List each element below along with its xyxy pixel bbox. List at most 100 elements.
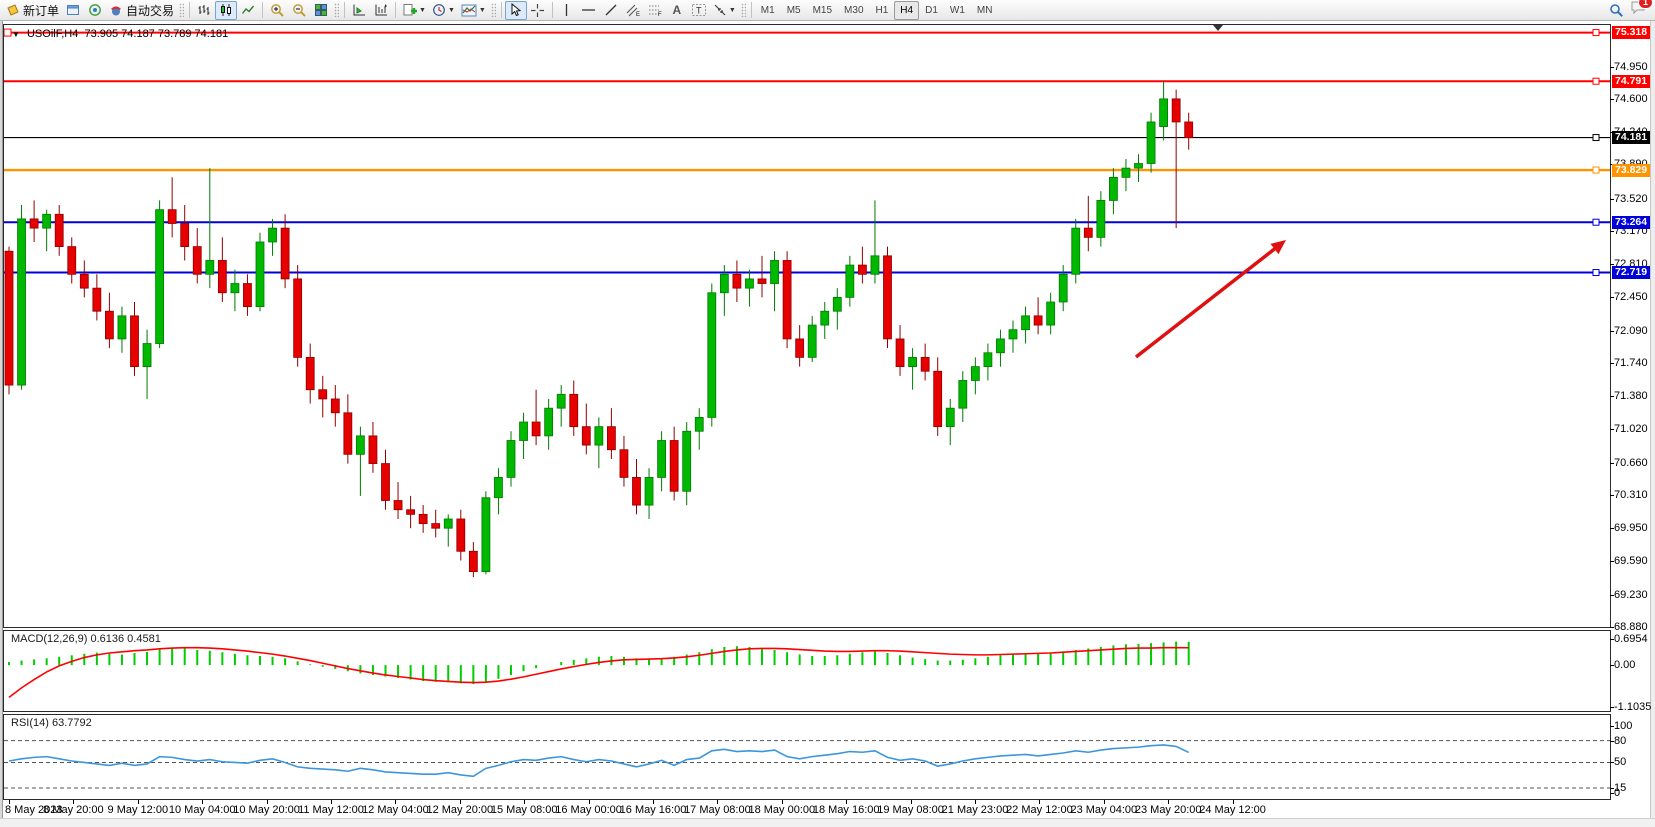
toolbar-gripper[interactable] — [490, 3, 496, 17]
toolbar-gripper[interactable] — [334, 3, 340, 17]
time-axis-tick — [588, 800, 590, 804]
search-icon[interactable] — [1609, 3, 1624, 18]
time-axis-label: 10 May 04:00 — [168, 804, 236, 816]
hline-price-label-73.829: 73.829 — [1612, 163, 1651, 177]
price-chart-canvas[interactable] — [4, 25, 1610, 627]
cursor-icon — [511, 3, 522, 17]
add-indicator-dropdown[interactable]: ▼ — [399, 1, 429, 20]
trendline-tool-button[interactable] — [600, 1, 622, 20]
hline-price-label-72.719: 72.719 — [1612, 266, 1651, 280]
hline-marker[interactable] — [1592, 269, 1600, 277]
new-order-button[interactable]: 新订单 — [3, 1, 62, 20]
timeframe-button-d1[interactable]: D1 — [925, 4, 938, 16]
text-label-tool-button[interactable]: T — [688, 1, 710, 20]
period-dropdown[interactable]: ▼ — [429, 1, 458, 20]
line-chart-icon — [241, 5, 255, 14]
timeframe-button-h4[interactable]: H4 — [894, 0, 920, 20]
indicator-list-icon — [375, 4, 387, 16]
time-axis-label: 16 May 16:00 — [619, 804, 687, 816]
rsi-axis-tick — [1610, 740, 1614, 742]
time-axis[interactable] — [3, 800, 1611, 818]
time-axis-tick — [653, 800, 654, 804]
autotrading-button[interactable]: 自动交易 — [106, 1, 177, 20]
line-chart-button[interactable] — [237, 1, 259, 20]
macd-axis-tick-label: -1.1035 — [1614, 700, 1652, 713]
hline-marker[interactable] — [1592, 29, 1600, 37]
timeframe-bar: M1 M5 M15 M30 H1 H4 D1 W1 MN — [755, 0, 999, 20]
hline-left-marker[interactable] — [4, 28, 12, 37]
chart-window-button[interactable] — [62, 1, 84, 20]
fibonacci-tool-button[interactable]: F — [644, 1, 666, 20]
time-axis-label: 11 May 12:00 — [298, 804, 364, 816]
macd-label: MACD(12,26,9) 0.6136 0.4581 — [11, 633, 161, 645]
timeframe-button-w1[interactable]: W1 — [949, 4, 965, 16]
time-axis-tick — [459, 800, 461, 804]
trend-arrow-annotation[interactable] — [1134, 243, 1281, 359]
price-axis-tick-label: 74.600 — [1614, 92, 1648, 105]
rsi-canvas[interactable] — [4, 715, 1610, 799]
zoom-in-button[interactable] — [266, 1, 288, 20]
tile-windows-button[interactable] — [310, 1, 332, 20]
rsi-pane[interactable]: RSI(14) 63.7792 — [3, 714, 1611, 800]
crosshair-tool-button[interactable] — [527, 1, 549, 20]
timeframe-button-m5[interactable]: M5 — [786, 4, 801, 16]
hline-marker[interactable] — [1592, 77, 1600, 85]
time-axis-label: 12 May 20:00 — [426, 804, 494, 816]
toolbar-separator — [750, 2, 752, 18]
price-axis-tick-label: 73.520 — [1614, 192, 1648, 205]
price-axis-tick — [1610, 627, 1614, 628]
rsi-axis-tick — [1610, 788, 1614, 790]
toolbar-right: 1 — [1609, 0, 1653, 20]
toolbar-separator — [344, 2, 346, 18]
toolbar-gripper[interactable] — [179, 3, 185, 17]
horizontal-line-tool-button[interactable] — [578, 1, 600, 20]
price-axis-tick — [1610, 264, 1614, 266]
text-tool-button[interactable]: A — [666, 1, 688, 20]
vertical-line-tool-button[interactable] — [556, 1, 578, 20]
data-window-button[interactable] — [348, 1, 370, 20]
macd-pane[interactable]: MACD(12,26,9) 0.6136 0.4581 — [3, 630, 1611, 712]
price-axis-tick — [1610, 98, 1614, 100]
notifications-button[interactable]: 1 — [1630, 0, 1653, 20]
timeframe-button-m15[interactable]: M15 — [812, 4, 833, 16]
toolbar-gripper[interactable] — [740, 3, 746, 17]
cursor-tool-button[interactable] — [504, 0, 527, 20]
timeframe-button-m1[interactable]: M1 — [760, 4, 775, 16]
timeframe-button-mn[interactable]: MN — [976, 4, 993, 16]
zoom-out-icon — [292, 3, 306, 17]
hline-marker[interactable] — [1592, 166, 1600, 174]
bar-chart-button[interactable] — [193, 1, 215, 20]
chart-window-icon — [67, 5, 80, 15]
hline-marker[interactable] — [1592, 134, 1600, 142]
price-axis-tick — [1610, 297, 1614, 299]
ohlc-values: 73.905 74.187 73.789 74.181 — [84, 28, 229, 40]
bar-chart-icon — [198, 5, 210, 15]
timeframe-button-m30[interactable]: M30 — [844, 4, 864, 16]
price-pane[interactable]: ▼ USOilF,H4 73.905 74.187 73.789 74.181 — [3, 24, 1611, 628]
trend-arrow-head — [1270, 240, 1286, 255]
equidistant-channel-icon: E — [626, 4, 640, 17]
time-axis-tick — [910, 800, 912, 804]
rsi-label: RSI(14) 63.7792 — [11, 717, 92, 729]
timeframe-button-h1[interactable]: H1 — [875, 4, 889, 16]
candlestick-chart-button[interactable] — [215, 0, 238, 20]
price-axis-tick-label: 68.880 — [1614, 621, 1648, 633]
trendline-icon — [605, 4, 617, 16]
hline-marker[interactable] — [1592, 218, 1600, 226]
price-axis-tick — [1610, 198, 1614, 200]
time-axis-tick — [1232, 800, 1234, 804]
price-axis-tick — [1610, 462, 1614, 464]
autotrading-icon — [111, 6, 122, 16]
chart-shift-marker[interactable] — [1213, 25, 1223, 31]
macd-canvas[interactable] — [4, 631, 1610, 711]
arrows-tool-dropdown[interactable]: ▼ — [710, 1, 739, 20]
zoom-out-button[interactable] — [288, 1, 310, 20]
equidistant-channel-tool-button[interactable]: E — [622, 1, 644, 20]
indicator-list-button[interactable] — [370, 1, 392, 20]
signals-button[interactable] — [84, 1, 106, 20]
template-dropdown[interactable]: ▼ — [458, 1, 489, 20]
macd-axis-tick — [1610, 665, 1614, 667]
time-axis-tick — [781, 800, 783, 804]
collapse-triangle-icon[interactable]: ▼ — [12, 30, 20, 39]
time-axis-tick — [331, 800, 332, 804]
